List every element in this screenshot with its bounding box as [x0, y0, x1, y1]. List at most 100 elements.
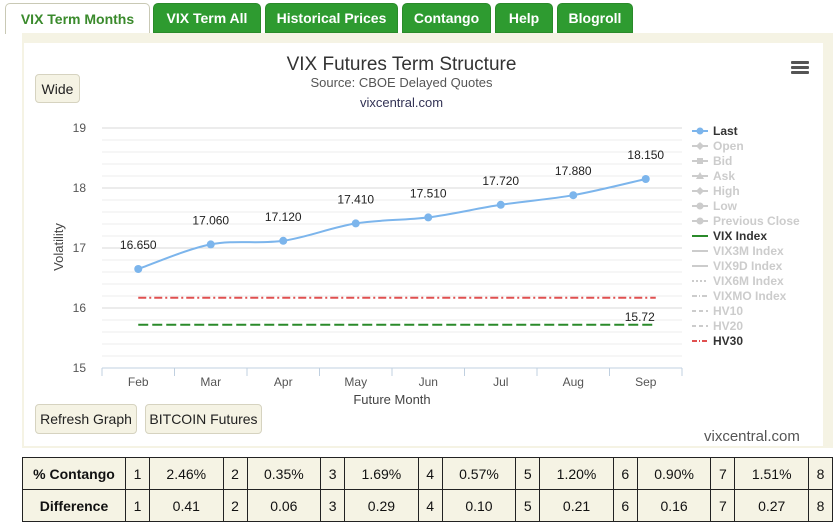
y-tick-label: 17 [73, 241, 87, 255]
tab-vix-term-all[interactable]: VIX Term All [153, 3, 261, 33]
chart-title: VIX Futures Term Structure [286, 54, 517, 75]
legend-item-label[interactable]: VIX3M Index [713, 244, 784, 258]
bitcoin-futures-button[interactable]: BITCOIN Futures [145, 404, 262, 434]
legend-item-label[interactable]: VIXMO Index [713, 289, 787, 303]
last-point [424, 213, 433, 222]
month-index: 4 [417, 489, 443, 522]
wide-button[interactable]: Wide [35, 74, 80, 103]
last-data-label: 17.060 [192, 213, 229, 227]
legend-item-label[interactable]: HV30 [713, 334, 743, 348]
last-point [134, 265, 143, 273]
chart-subtitle: Source: CBOE Delayed Quotes [310, 75, 493, 90]
legend-marker [696, 202, 704, 210]
legend-marker [696, 172, 704, 179]
table-cell: 0.10 [441, 489, 517, 522]
month-index: 1 [125, 457, 150, 490]
table-cell: 0.41 [149, 489, 224, 522]
month-index: 7 [710, 489, 736, 522]
table-cell: 2.46% [149, 457, 224, 490]
last-data-label: 17.120 [265, 210, 302, 224]
tab-bar: VIX Term Months VIX Term All Historical … [0, 0, 833, 34]
month-index: 8 [808, 489, 833, 522]
last-data-label: 17.510 [410, 186, 447, 200]
x-tick-label: Apr [274, 375, 293, 389]
last-point [206, 240, 215, 249]
month-index: 2 [222, 489, 248, 522]
chart-area [24, 43, 823, 446]
legend-item-label[interactable]: Open [713, 139, 744, 153]
table-cell: 0.57% [441, 457, 517, 490]
table-cell: 0.06 [246, 489, 322, 522]
row-label: Difference [22, 489, 126, 522]
x-tick-label: Jul [493, 375, 508, 389]
legend-item-label[interactable]: Last [713, 124, 738, 138]
month-index: 1 [125, 489, 150, 522]
y-tick-label: 19 [73, 121, 87, 135]
month-index: 8 [808, 457, 833, 490]
legend-item-label[interactable]: HV10 [713, 304, 743, 318]
table-cell: 0.29 [344, 489, 419, 522]
month-index: 2 [222, 457, 248, 490]
x-tick-label: Aug [563, 375, 584, 389]
last-series-line [137, 178, 646, 270]
legend-marker [696, 127, 704, 135]
month-index: 5 [515, 489, 541, 522]
x-axis-title: Future Month [353, 392, 430, 407]
last-data-label: 17.410 [337, 192, 374, 206]
table-cell: 0.27 [734, 489, 809, 522]
y-tick-label: 16 [73, 301, 87, 315]
last-data-label: 17.880 [555, 164, 592, 178]
legend-item-label[interactable]: Bid [713, 154, 732, 168]
legend-item-label[interactable]: Ask [713, 169, 735, 183]
month-index: 5 [515, 457, 541, 490]
month-index: 3 [320, 457, 346, 490]
tab-contango[interactable]: Contango [402, 3, 491, 33]
chart-site-link[interactable]: vixcentral.com [359, 95, 444, 110]
month-index: 3 [320, 489, 346, 522]
y-tick-label: 15 [73, 361, 87, 375]
legend-item-label[interactable]: HV20 [713, 319, 743, 333]
last-data-label: 16.650 [120, 238, 157, 252]
legend-item-label[interactable]: High [713, 184, 740, 198]
footer-brand: vixcentral.com [704, 428, 800, 445]
x-tick-label: Feb [128, 375, 149, 389]
last-data-label: 17.720 [482, 174, 519, 188]
table-cell: 0.16 [636, 489, 712, 522]
y-axis-title: Volatility [51, 223, 66, 271]
last-point [569, 191, 578, 200]
last-point [496, 200, 505, 209]
tab-historical-prices[interactable]: Historical Prices [265, 3, 398, 33]
x-tick-label: Jun [419, 375, 438, 389]
x-tick-label: Sep [635, 375, 657, 389]
tab-help[interactable]: Help [495, 3, 553, 33]
last-point [641, 175, 650, 183]
month-index: 7 [710, 457, 736, 490]
legend-item-label[interactable]: Previous Close [713, 214, 800, 228]
vix-index-label: 15.72 [625, 310, 655, 324]
table-cell: 0.90% [636, 457, 712, 490]
x-tick-label: May [344, 375, 367, 389]
refresh-graph-button[interactable]: Refresh Graph [35, 404, 137, 434]
table-cell: 1.69% [344, 457, 419, 490]
legend-item-label[interactable]: VIX9D Index [713, 259, 783, 273]
tab-blogroll[interactable]: Blogroll [557, 3, 633, 33]
y-tick-label: 18 [73, 181, 87, 195]
table-row: Difference 1 0.41 2 0.06 3 0.29 4 0.10 5… [22, 489, 833, 522]
hamburger-menu-icon[interactable] [791, 61, 809, 75]
legend-marker [696, 217, 704, 225]
legend-item-label[interactable]: Low [713, 199, 738, 213]
month-index: 6 [612, 457, 638, 490]
x-tick-label: Mar [200, 375, 221, 389]
legend-marker [696, 142, 704, 150]
contango-table: % Contango 1 2.46% 2 0.35% 3 1.69% 4 0.5… [22, 457, 833, 522]
month-index: 6 [612, 489, 638, 522]
row-label: % Contango [22, 457, 126, 490]
legend-item-label[interactable]: VIX6M Index [713, 274, 784, 288]
tab-vix-term-months[interactable]: VIX Term Months [5, 3, 150, 34]
table-cell: 0.21 [539, 489, 614, 522]
month-index: 4 [417, 457, 443, 490]
last-data-label: 18.150 [627, 148, 664, 162]
legend-item-label[interactable]: VIX Index [713, 229, 767, 243]
legend-marker [696, 187, 704, 195]
